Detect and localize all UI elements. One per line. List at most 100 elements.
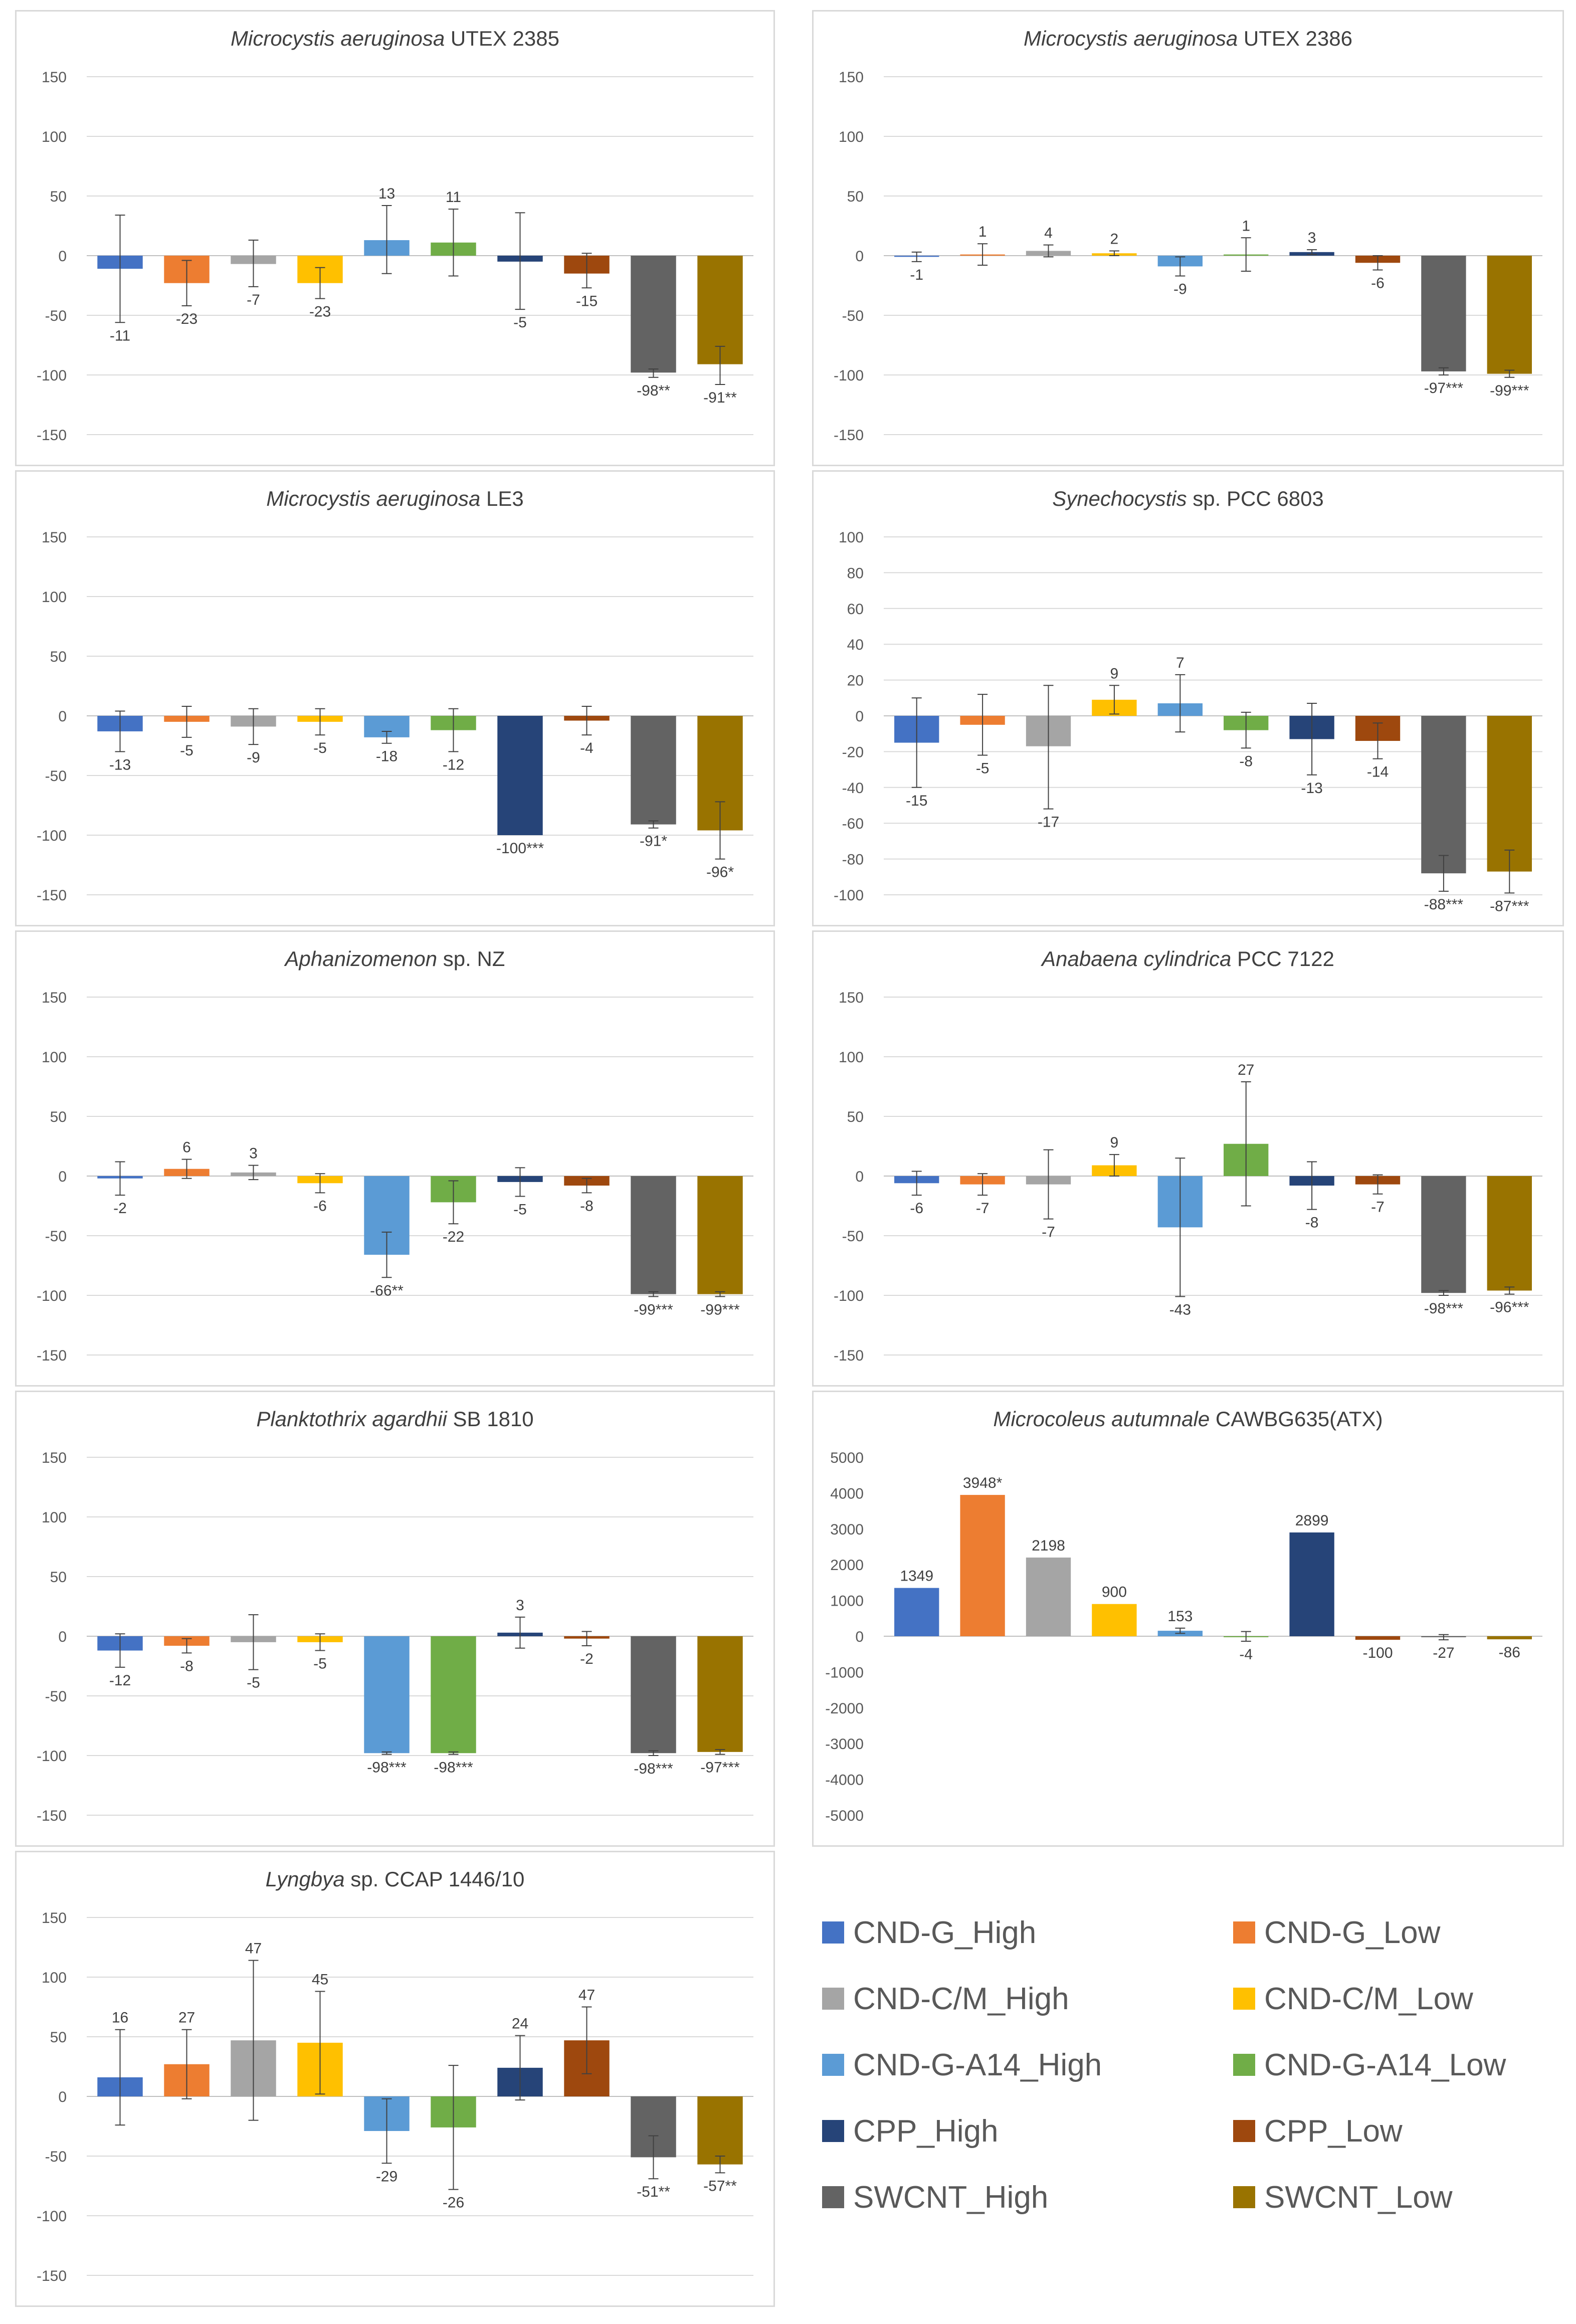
legend-item: SWCNT_Low bbox=[1233, 2180, 1453, 2215]
chart-panel-2: Microcystis aeruginosa LE3 -150 -100 -50 0 50… bbox=[15, 470, 775, 926]
y-tick-label: 0 bbox=[855, 1629, 864, 1645]
y-tick-label: -50 bbox=[45, 768, 67, 785]
data-label: 47 bbox=[578, 1987, 595, 2004]
bar bbox=[497, 716, 543, 835]
bar bbox=[631, 1176, 676, 1294]
legend-swatch bbox=[1233, 2120, 1255, 2142]
chart-svg: Microcoleus autumnale CAWBG635(ATX) -5000… bbox=[825, 1407, 1542, 1824]
data-label: -4 bbox=[1239, 1646, 1253, 1663]
y-tick-label: 100 bbox=[42, 589, 67, 606]
data-label: 3 bbox=[516, 1597, 524, 1614]
legend-swatch bbox=[822, 2186, 844, 2208]
chart-title: Aphanizomenon sp. NZ bbox=[284, 947, 505, 971]
y-tick-label: 150 bbox=[42, 69, 67, 86]
chart-title-strain: sp. NZ bbox=[437, 947, 505, 971]
legend-label: CND-G-A14_Low bbox=[1264, 2047, 1506, 2082]
legend-swatch bbox=[822, 2120, 844, 2142]
data-label: -100 bbox=[1362, 1645, 1393, 1661]
chart-title-strain: UTEX 2386 bbox=[1238, 27, 1352, 50]
legend-label: SWCNT_Low bbox=[1264, 2180, 1453, 2215]
data-label: -2 bbox=[580, 1651, 594, 1667]
data-label: -5 bbox=[313, 1656, 327, 1672]
data-label: -98*** bbox=[367, 1760, 407, 1776]
legend-swatch bbox=[822, 1921, 844, 1944]
y-tick-label: 0 bbox=[58, 2089, 67, 2105]
chart-title-strain: sp. PCC 6803 bbox=[1187, 487, 1324, 510]
legend-item: CPP_Low bbox=[1233, 2113, 1403, 2149]
bar bbox=[894, 1588, 939, 1636]
data-label: -98*** bbox=[1424, 1300, 1464, 1317]
bar bbox=[1487, 716, 1532, 872]
legend-label: CND-C/M_Low bbox=[1264, 1981, 1473, 2016]
y-tick-label: -150 bbox=[834, 427, 864, 444]
chart-title: Microcystis aeruginosa UTEX 2386 bbox=[1024, 27, 1352, 50]
data-label: -1 bbox=[910, 267, 923, 283]
chart-title-species: Synechocystis bbox=[1052, 487, 1187, 510]
y-tick-label: 150 bbox=[42, 1910, 67, 1926]
data-label: -98*** bbox=[434, 1760, 473, 1776]
y-tick-label: 150 bbox=[42, 529, 67, 546]
chart-title-species: Microcoleus autumnale bbox=[993, 1407, 1210, 1431]
data-label: 1 bbox=[978, 224, 987, 240]
data-label: 24 bbox=[512, 2016, 528, 2032]
chart-title: Microcoleus autumnale CAWBG635(ATX) bbox=[993, 1407, 1383, 1431]
y-tick-label: -60 bbox=[842, 816, 864, 832]
y-tick-label: 150 bbox=[42, 990, 67, 1006]
data-label: -91* bbox=[640, 833, 667, 850]
data-label: -8 bbox=[580, 1198, 594, 1214]
legend-label: CND-C/M_High bbox=[853, 1981, 1069, 2016]
data-label: 3 bbox=[249, 1145, 258, 1162]
bar bbox=[1289, 1532, 1334, 1636]
y-tick-label: -150 bbox=[37, 2268, 67, 2284]
legend-item: CPP_High bbox=[822, 2113, 998, 2149]
bar bbox=[697, 2096, 743, 2165]
chart-title: Anabaena cylindrica PCC 7122 bbox=[1040, 947, 1334, 971]
legend-label: CND-G-A14_High bbox=[853, 2047, 1102, 2082]
data-label: -86 bbox=[1499, 1644, 1520, 1661]
y-tick-label: 20 bbox=[847, 673, 864, 689]
data-label: -18 bbox=[376, 748, 398, 765]
y-tick-label: -150 bbox=[37, 1808, 67, 1824]
bar bbox=[697, 1636, 743, 1752]
data-label: 13 bbox=[378, 185, 395, 202]
y-tick-label: -100 bbox=[834, 1288, 864, 1304]
y-tick-label: 100 bbox=[839, 129, 864, 145]
bar bbox=[364, 1636, 410, 1754]
y-tick-label: -50 bbox=[45, 2149, 67, 2165]
legend: CND-G_High CND-G_Low CND-C/M_High CND-C/… bbox=[812, 1900, 1564, 2231]
bar bbox=[1355, 1636, 1401, 1640]
bar bbox=[631, 256, 676, 373]
chart-svg: Planktothrix agardhii SB 1810-150-100-50… bbox=[37, 1407, 753, 1824]
data-label: -96* bbox=[706, 864, 734, 881]
data-label: -57** bbox=[703, 2178, 737, 2194]
y-tick-label: 3000 bbox=[830, 1521, 864, 1538]
chart-panel-4: Aphanizomenon sp. NZ -150 -100 -50 0 50 100 150… bbox=[15, 930, 775, 1387]
chart-svg: Aphanizomenon sp. NZ -150 -100 -50 0 50 100 150… bbox=[37, 947, 753, 1364]
chart-svg: Microcystis aeruginosa UTEX 2385-150-100… bbox=[37, 27, 753, 444]
bar bbox=[1421, 256, 1466, 371]
y-tick-label: 100 bbox=[42, 1049, 67, 1066]
data-label: 4 bbox=[1044, 225, 1053, 242]
data-label: -91** bbox=[703, 390, 737, 406]
chart-title-strain: sp. CCAP 1446/10 bbox=[345, 1867, 525, 1891]
y-tick-label: 80 bbox=[847, 565, 864, 582]
y-tick-label: 100 bbox=[42, 1970, 67, 1986]
data-label: -27 bbox=[1433, 1645, 1454, 1661]
data-label: -23 bbox=[176, 311, 198, 327]
y-tick-label: -50 bbox=[45, 1688, 67, 1705]
bar bbox=[1487, 1176, 1532, 1291]
y-tick-label: 0 bbox=[58, 248, 67, 265]
chart-title-species: Aphanizomenon bbox=[284, 947, 438, 971]
data-label: -5 bbox=[180, 742, 193, 759]
data-label: -7 bbox=[1371, 1199, 1385, 1216]
y-tick-label: -100 bbox=[37, 367, 67, 384]
y-tick-label: 1000 bbox=[830, 1593, 864, 1610]
y-tick-label: -100 bbox=[37, 828, 67, 844]
legend-item: CND-C/M_Low bbox=[1233, 1981, 1473, 2016]
y-tick-label: 40 bbox=[847, 637, 864, 653]
y-tick-label: -1000 bbox=[825, 1664, 864, 1681]
data-label: -51** bbox=[637, 2184, 670, 2200]
y-tick-label: 0 bbox=[58, 708, 67, 725]
data-label: 47 bbox=[245, 1941, 262, 1957]
chart-title-species: Lyngbya bbox=[266, 1867, 345, 1891]
